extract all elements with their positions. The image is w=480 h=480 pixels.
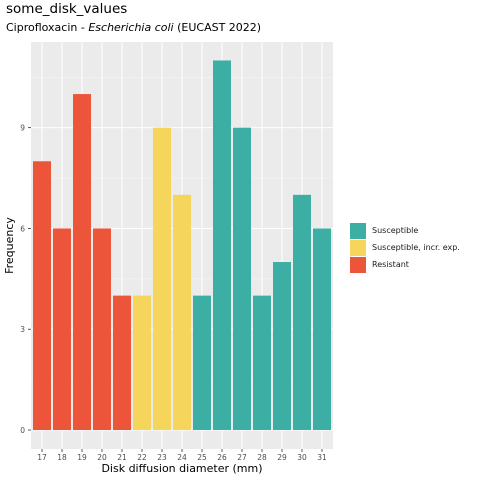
y-tick-label: 3 <box>20 325 25 334</box>
chart-subtitle: Ciprofloxacin - Escherichia coli (EUCAST… <box>6 21 261 34</box>
x-tick-label: 19 <box>77 453 87 462</box>
bar-17 <box>33 161 51 430</box>
bar-27 <box>233 127 251 430</box>
legend-item-resistant: Resistant <box>350 256 460 273</box>
legend-label: Susceptible <box>372 226 419 235</box>
bar-30 <box>293 194 311 430</box>
legend-item-intermediate: Susceptible, incr. exp. <box>350 239 460 256</box>
legend-key-intermediate <box>350 239 366 256</box>
y-tick-label: 9 <box>20 124 25 133</box>
subtitle-prefix: Ciprofloxacin - <box>6 21 89 34</box>
bar-26 <box>213 60 231 430</box>
x-tick-label: 20 <box>97 453 107 462</box>
bar-25 <box>193 295 211 430</box>
bar-23 <box>153 127 171 430</box>
bar-21 <box>113 295 131 430</box>
x-tick-label: 30 <box>297 453 307 462</box>
subtitle-suffix: (EUCAST 2022) <box>173 21 262 34</box>
x-tick-label: 21 <box>117 453 127 462</box>
legend-key-susceptible <box>350 222 366 239</box>
x-tick-label: 25 <box>197 453 207 462</box>
x-tick-label: 29 <box>277 453 287 462</box>
x-tick-label: 28 <box>257 453 267 462</box>
x-tick-label: 27 <box>237 453 247 462</box>
x-tick-label: 18 <box>57 453 67 462</box>
bars <box>33 60 331 430</box>
bar-24 <box>173 194 191 430</box>
x-axis-label: Disk diffusion diameter (mm) <box>101 462 262 475</box>
legend-item-susceptible: Susceptible <box>350 222 460 239</box>
bar-28 <box>253 295 271 430</box>
bar-31 <box>313 228 331 430</box>
x-tick-label: 31 <box>317 453 327 462</box>
bar-19 <box>73 94 91 430</box>
x-tick-label: 17 <box>37 453 47 462</box>
y-axis: 0 3 6 9 <box>20 124 31 435</box>
chart-title: some_disk_values <box>6 1 128 17</box>
subtitle-organism: Escherichia coli <box>88 21 174 34</box>
y-tick-label: 6 <box>20 224 25 233</box>
bar-20 <box>93 228 111 430</box>
x-tick-label: 26 <box>217 453 227 462</box>
x-tick-label: 24 <box>177 453 187 462</box>
bar-18 <box>53 228 71 430</box>
y-tick-label: 0 <box>20 426 25 435</box>
bar-22 <box>133 295 151 430</box>
bar-29 <box>273 262 291 430</box>
legend: Susceptible Susceptible, incr. exp. Resi… <box>350 222 460 273</box>
x-tick-label: 22 <box>137 453 147 462</box>
legend-label: Susceptible, incr. exp. <box>372 243 460 252</box>
y-axis-label: Frequency <box>3 217 16 274</box>
x-axis: 17 18 19 20 21 22 23 24 25 26 27 28 29 30 31 <box>37 449 327 462</box>
legend-label: Resistant <box>372 260 409 269</box>
legend-key-resistant <box>350 256 366 273</box>
x-tick-label: 23 <box>157 453 167 462</box>
